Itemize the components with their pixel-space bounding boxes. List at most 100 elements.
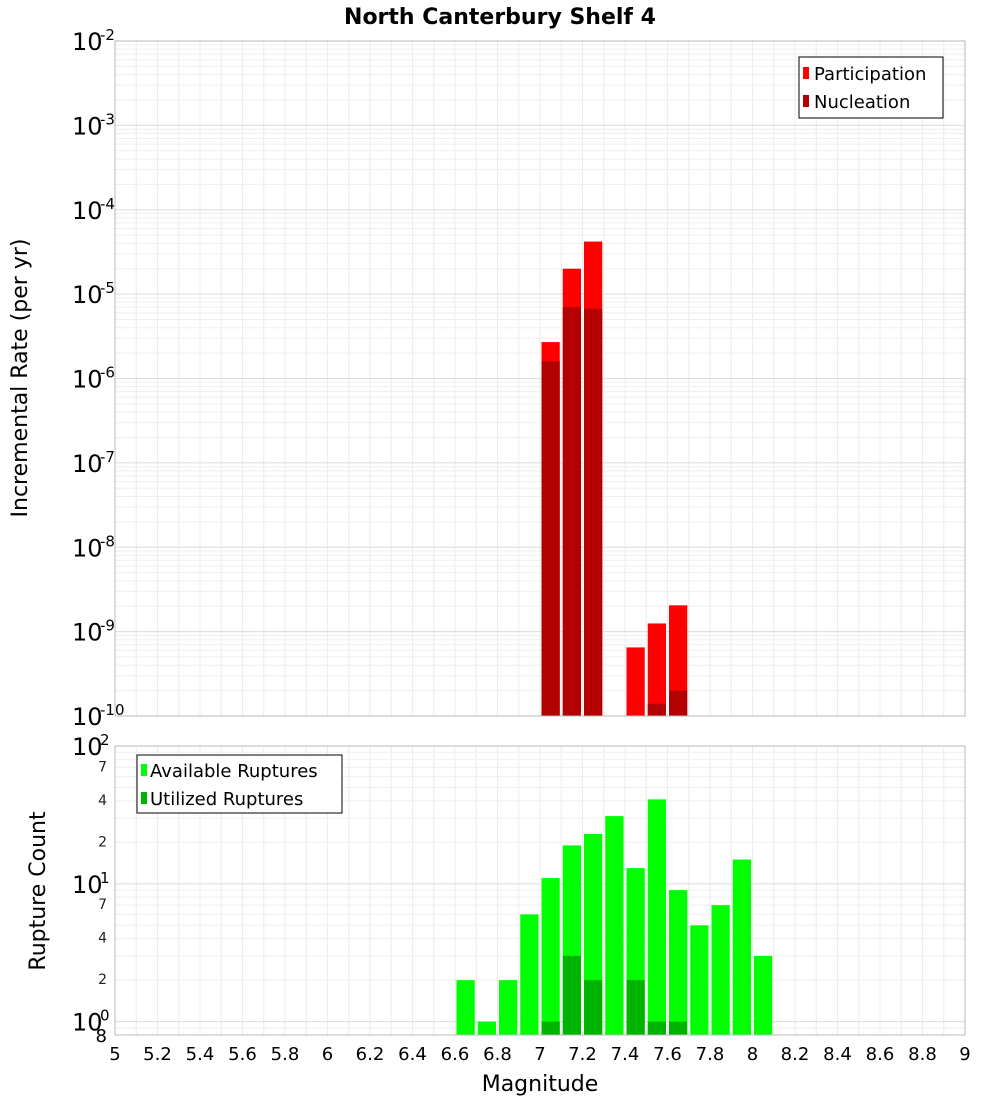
bar [669,1021,688,1035]
bar [647,623,666,716]
y-tick-base: 10 [72,534,103,562]
y-tick-exponent: -10 [100,701,125,719]
y-tick-label: 10-8 [72,532,115,562]
bottom-plot-frame [114,745,966,1036]
x-tick-label: 8.6 [866,1044,895,1065]
y-tick-label: 10-6 [72,364,115,394]
top-plot-grid [114,41,966,717]
y-tick-exponent: 0 [100,1007,110,1025]
bottom-legend-box [136,754,343,814]
y-tick-label: 10-7 [72,448,115,478]
bar [626,980,645,1035]
x-tick-label: 5.8 [271,1044,300,1065]
y-tick-exponent: -8 [100,532,115,550]
x-tick-label: 7.4 [611,1044,640,1065]
y-tick-label: 10-5 [72,279,115,309]
bottom-plot-bars [456,799,773,1035]
bar [605,816,624,1035]
y-tick-exponent: -6 [100,364,115,382]
bar [477,1021,496,1035]
x-tick-label: 8.4 [823,1044,852,1065]
bar [711,905,730,1035]
bar [647,799,666,1035]
bottom-legend: Available Ruptures Utilized Ruptures [136,754,343,814]
y-tick-label: 10-4 [72,195,115,225]
y-tick-label: 10-2 [72,26,115,56]
y-minor-tick-label: 2 [98,972,107,988]
y-tick-exponent: -7 [100,448,115,466]
bar [584,980,603,1035]
top-legend: Participation Nucleation [798,56,944,119]
y-tick-label: 101 [72,869,110,899]
x-tick-label: 7.8 [696,1044,725,1065]
x-tick-label: 8 [747,1044,758,1065]
y-tick-label: 102 [72,731,110,761]
y-tick-base: 10 [72,619,103,647]
y-tick-exponent: 1 [100,869,110,887]
legend-label-available-ruptures: Available Ruptures [150,761,318,782]
bar [669,690,688,716]
bar [541,361,560,716]
y-tick-base: 10 [72,281,103,309]
top-y-tick-labels: 10-210-310-410-510-610-710-810-910-10 [72,26,125,731]
x-tick-label: 6 [322,1044,333,1065]
top-plot-bars [541,241,688,717]
y-tick-base: 10 [72,703,103,731]
x-tick-label: 5 [109,1044,120,1065]
bar [647,703,666,716]
y-tick-base: 10 [72,733,103,761]
x-tick-label: 5.6 [228,1044,257,1065]
bar [456,980,475,1035]
y-minor-tick-label: 7 [98,897,107,913]
bar [732,859,751,1035]
bar [690,925,709,1035]
bar [584,308,603,716]
y-minor-tick-label: 8 [96,1026,107,1047]
y-tick-base: 10 [72,366,103,394]
legend-label-participation: Participation [814,64,926,85]
bar [669,605,688,716]
x-tick-label: 6.2 [356,1044,385,1065]
y-tick-base: 10 [72,28,103,56]
bar [541,878,560,1035]
x-tick-label: 5.4 [186,1044,215,1065]
legend-swatch-nucleation [803,95,809,107]
x-tick-labels: 5 5.2 5.4 5.6 5.8 6 6.2 6.4 6.6 6.8 7 7.2 7.4 7.6 7.8 8… [109,1044,970,1065]
y-minor-tick-label: 2 [98,834,107,850]
x-axis-label: Magnitude [482,1072,599,1097]
top-legend-box [798,56,944,119]
bar [626,647,645,716]
bar [669,890,688,1035]
y-tick-label: 10-3 [72,110,115,140]
bar [754,955,773,1035]
x-tick-label: 7 [534,1044,545,1065]
bar [647,1021,666,1035]
y-tick-exponent: -2 [100,26,115,44]
x-tick-label: 9 [959,1044,970,1065]
y-tick-exponent: -3 [100,110,115,128]
y-tick-base: 10 [72,871,103,899]
y-tick-exponent: 2 [100,731,110,749]
x-tick-label: 6.4 [398,1044,427,1065]
bottom-y-axis-label: Rupture Count [26,811,51,971]
y-tick-exponent: -9 [100,617,115,635]
y-tick-base: 10 [72,197,103,225]
x-tick-label: 5.2 [143,1044,172,1065]
y-tick-base: 10 [72,112,103,140]
bar [520,914,539,1035]
y-tick-label: 100 [72,1007,110,1037]
legend-swatch-available-ruptures [141,764,147,776]
x-tick-label: 7.2 [568,1044,597,1065]
legend-swatch-utilized-ruptures [141,792,147,804]
top-y-axis-label: Incremental Rate (per yr) [8,239,33,518]
y-tick-base: 10 [72,450,103,478]
bar [562,307,581,716]
y-tick-label: 10-10 [72,701,125,731]
bar [499,980,518,1035]
legend-label-utilized-ruptures: Utilized Ruptures [150,789,303,810]
y-tick-label: 10-9 [72,617,115,647]
x-tick-label: 7.6 [653,1044,682,1065]
x-tick-label: 8.8 [908,1044,937,1065]
